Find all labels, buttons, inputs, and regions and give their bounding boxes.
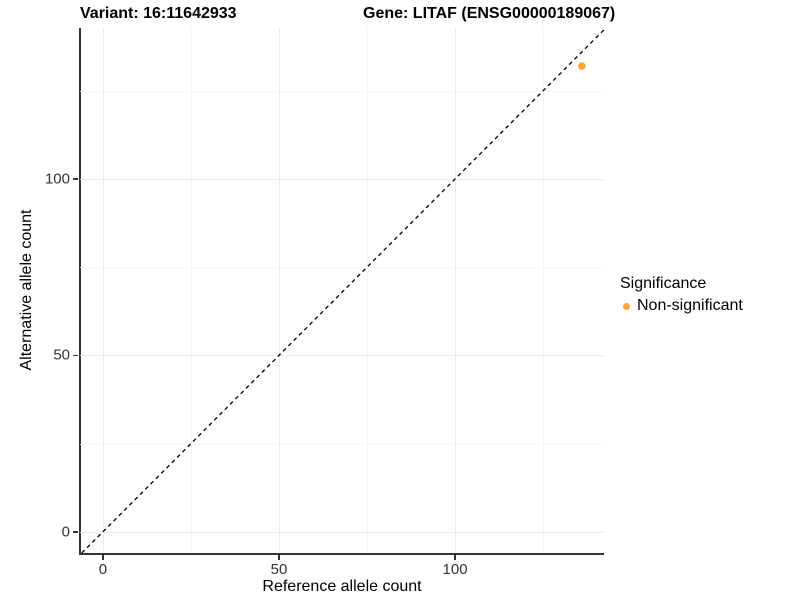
y-tick-mark <box>73 531 78 533</box>
x-major-gridline <box>278 28 280 553</box>
y-major-gridline <box>80 179 604 180</box>
y-axis-title: Alternative allele count <box>18 209 35 371</box>
x-major-gridline <box>455 28 457 553</box>
x-tick-mark <box>278 555 280 560</box>
data-point <box>578 62 586 70</box>
y-minor-gridline <box>80 90 604 92</box>
y-tick-mark <box>73 178 78 180</box>
y-major-gridline <box>80 355 604 357</box>
legend-point-icon <box>623 302 630 310</box>
plot-draw-layer <box>81 29 605 554</box>
x-axis-line <box>79 553 604 555</box>
y-axis-line <box>79 28 81 553</box>
x-tick-label: 100 <box>442 561 468 578</box>
y-major-gridline <box>80 531 604 533</box>
y-minor-gridline <box>80 443 604 445</box>
identity-line <box>81 29 605 554</box>
x-tick-mark <box>454 555 456 560</box>
legend-items: Non-significant <box>620 297 743 315</box>
x-major-gridline <box>102 28 104 553</box>
y-tick-label: 0 <box>61 523 70 541</box>
plot-panel <box>79 28 605 555</box>
legend-title: Significance <box>620 275 707 292</box>
x-tick-label: 0 <box>98 561 108 578</box>
x-axis-title: Reference allele count <box>262 578 422 595</box>
x-minor-gridline <box>190 28 192 553</box>
y-minor-gridline <box>80 267 604 269</box>
legend-entry-label: Non-significant <box>637 297 743 314</box>
plot-title-variant: Variant: 16:11642933 <box>80 5 237 22</box>
legend-item: Non-significant <box>623 297 743 315</box>
x-minor-gridline <box>367 28 368 553</box>
x-tick-mark <box>102 555 104 560</box>
x-minor-gridline <box>543 28 545 553</box>
plot-title-gene: Gene: LITAF (ENSG00000189067) <box>363 5 616 22</box>
y-tick-mark <box>73 354 78 357</box>
legend: Significance Non-significant <box>620 275 743 315</box>
y-tick-label: 100 <box>44 170 70 188</box>
x-tick-label: 50 <box>270 561 288 578</box>
y-tick-label: 50 <box>53 346 70 364</box>
